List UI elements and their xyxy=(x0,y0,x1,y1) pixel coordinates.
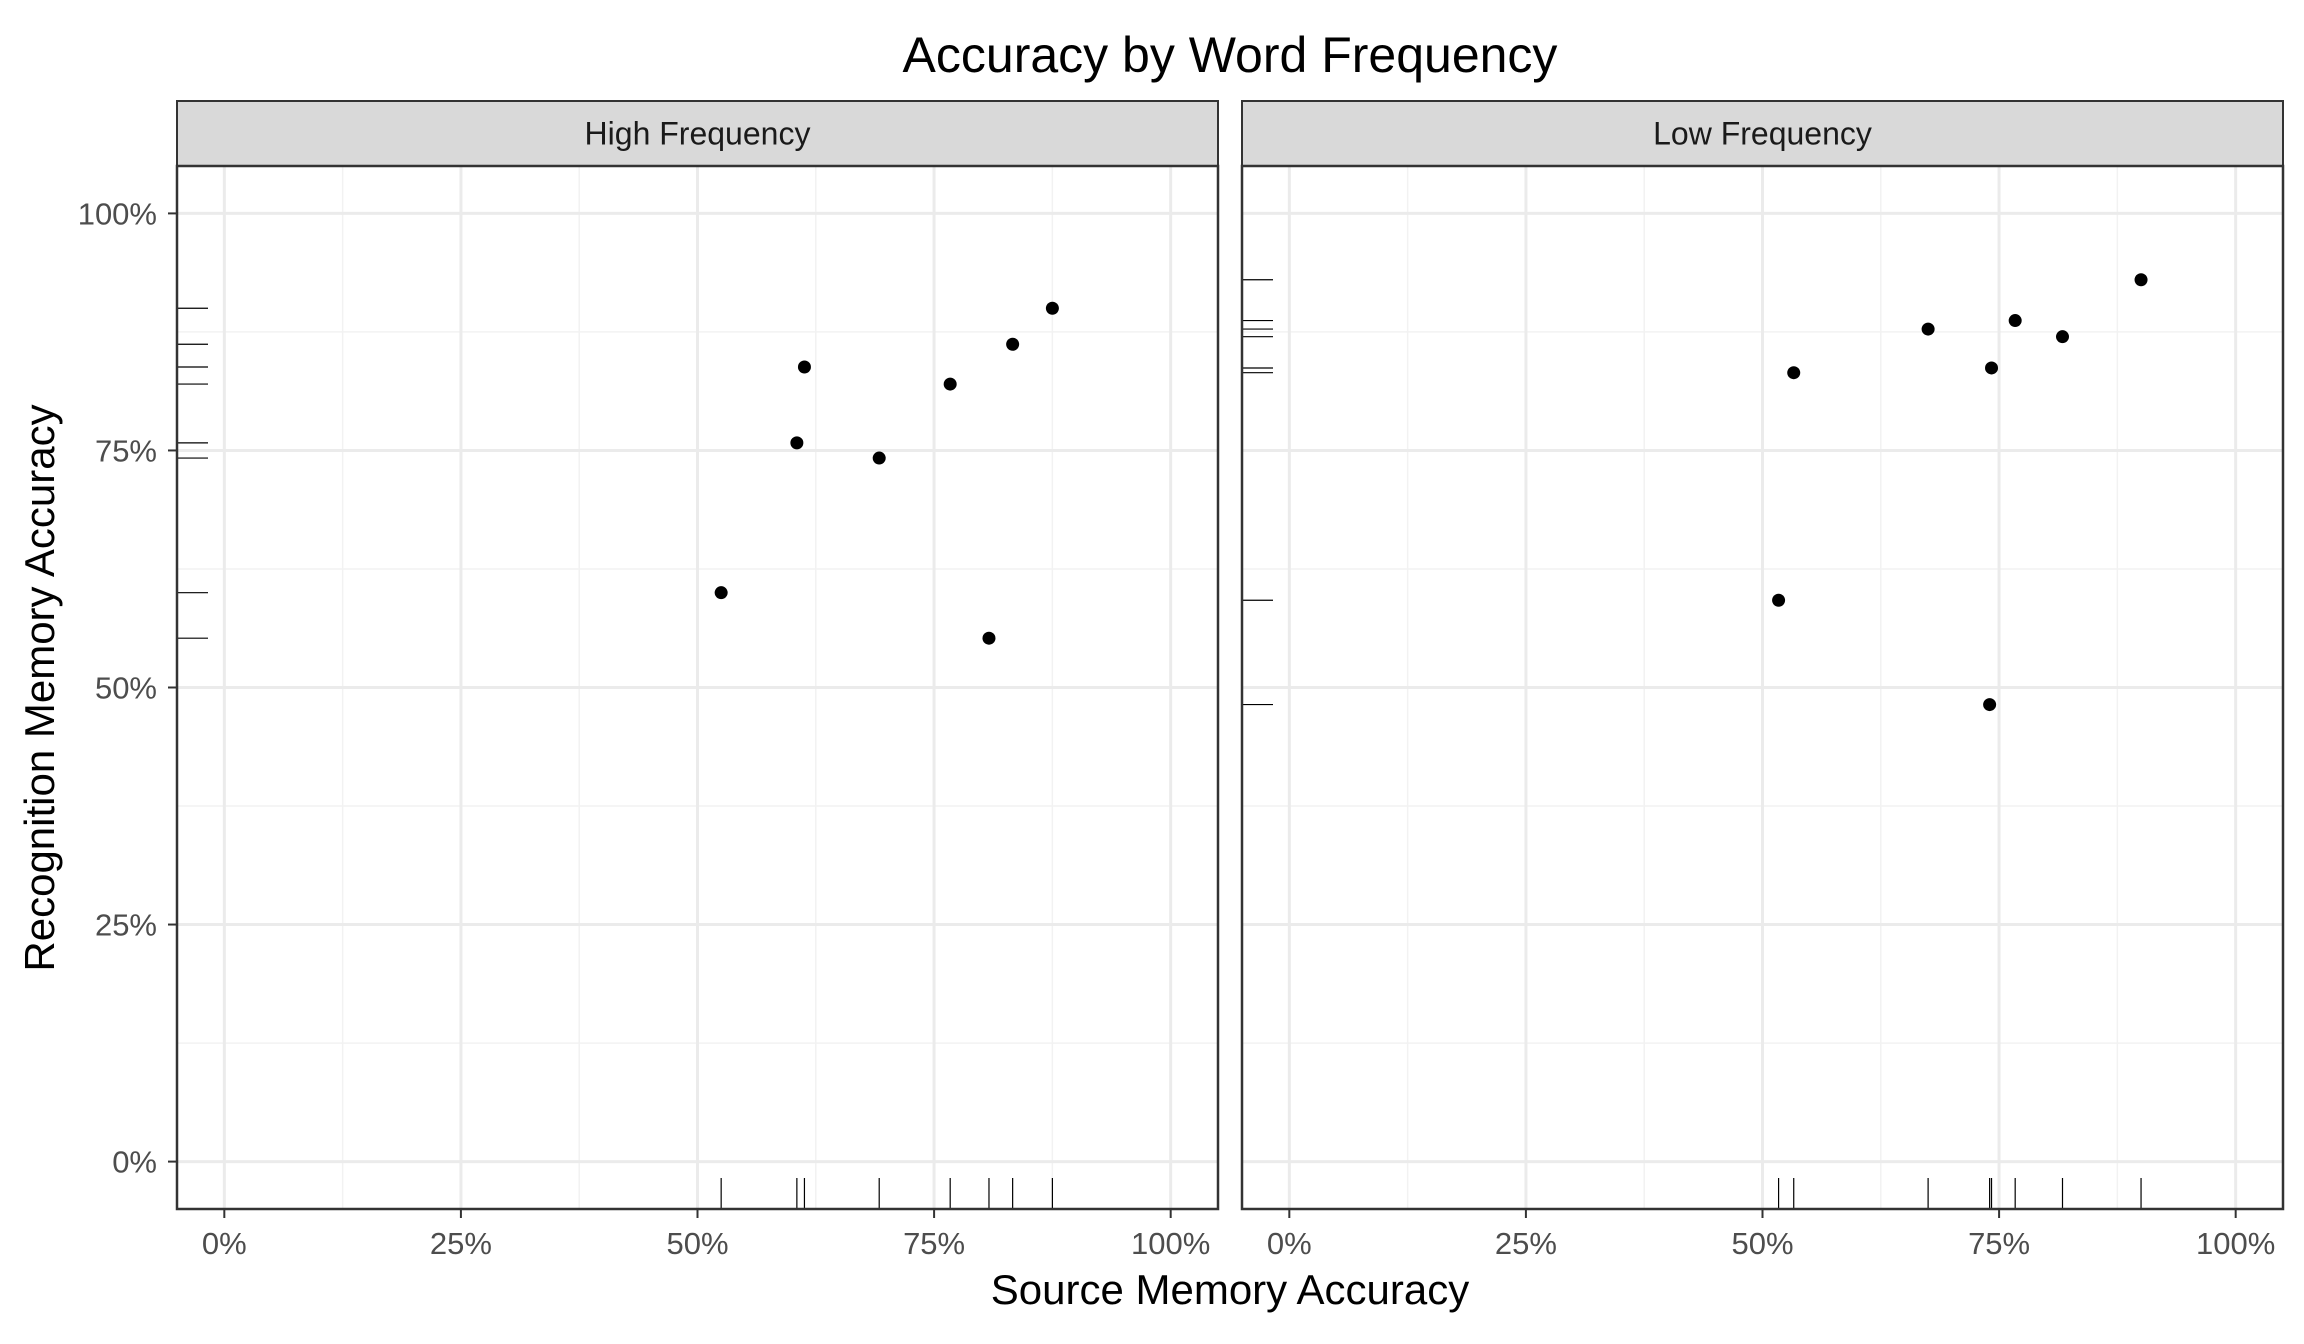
facet-label: High Frequency xyxy=(585,116,811,152)
chart-title: Accuracy by Word Frequency xyxy=(903,27,1558,83)
x-tick-label: 50% xyxy=(1731,1226,1793,1261)
facet-panels: High Frequency 0% 25% 50% 75% 100% 0% 25% 50% 75%… xyxy=(78,100,2285,1261)
data-point xyxy=(1921,322,1935,336)
x-tick-label: 0% xyxy=(202,1226,247,1261)
x-tick-label: 75% xyxy=(1968,1226,2030,1261)
y-tick-label: 100% xyxy=(78,196,157,231)
data-point xyxy=(982,631,996,645)
data-point xyxy=(1787,366,1801,380)
x-tick-label: 50% xyxy=(666,1226,728,1261)
y-tick-label: 75% xyxy=(95,433,157,468)
y-tick-label: 50% xyxy=(95,671,157,706)
data-point xyxy=(1985,361,1999,375)
x-tick-label: 25% xyxy=(430,1226,492,1261)
x-tick-label: 100% xyxy=(2196,1226,2275,1261)
data-point xyxy=(797,360,811,374)
data-point xyxy=(1983,698,1997,712)
x-tick-label: 0% xyxy=(1267,1226,1312,1261)
data-point xyxy=(714,586,728,600)
x-tick-label: 25% xyxy=(1495,1226,1557,1261)
facet-strip xyxy=(176,100,1219,167)
data-point xyxy=(2134,273,2148,287)
data-point xyxy=(1006,337,1020,351)
panel-1: High Frequency 0% 25% 50% 75% 100% 0% 25% 50% 75%… xyxy=(78,100,1220,1261)
data-point xyxy=(1772,593,1786,607)
data-point xyxy=(872,451,886,465)
facet-label: Low Frequency xyxy=(1653,116,1872,152)
x-tick-label: 100% xyxy=(1131,1226,1210,1261)
data-point xyxy=(1045,301,1059,315)
panel-2: Low Frequency 0% 25% 50% 75% 100% xyxy=(1240,100,2285,1261)
y-tick-label: 25% xyxy=(95,908,157,943)
data-point xyxy=(2055,330,2069,344)
data-point xyxy=(943,377,957,391)
x-tick-label: 75% xyxy=(903,1226,965,1261)
data-point xyxy=(2008,314,2022,328)
y-tick-label: 0% xyxy=(112,1145,157,1180)
x-axis-title: Source Memory Accuracy xyxy=(991,1266,1470,1313)
facet-strip xyxy=(1241,100,2284,167)
y-axis-title: Recognition Memory Accuracy xyxy=(16,404,63,971)
data-point xyxy=(790,436,804,450)
